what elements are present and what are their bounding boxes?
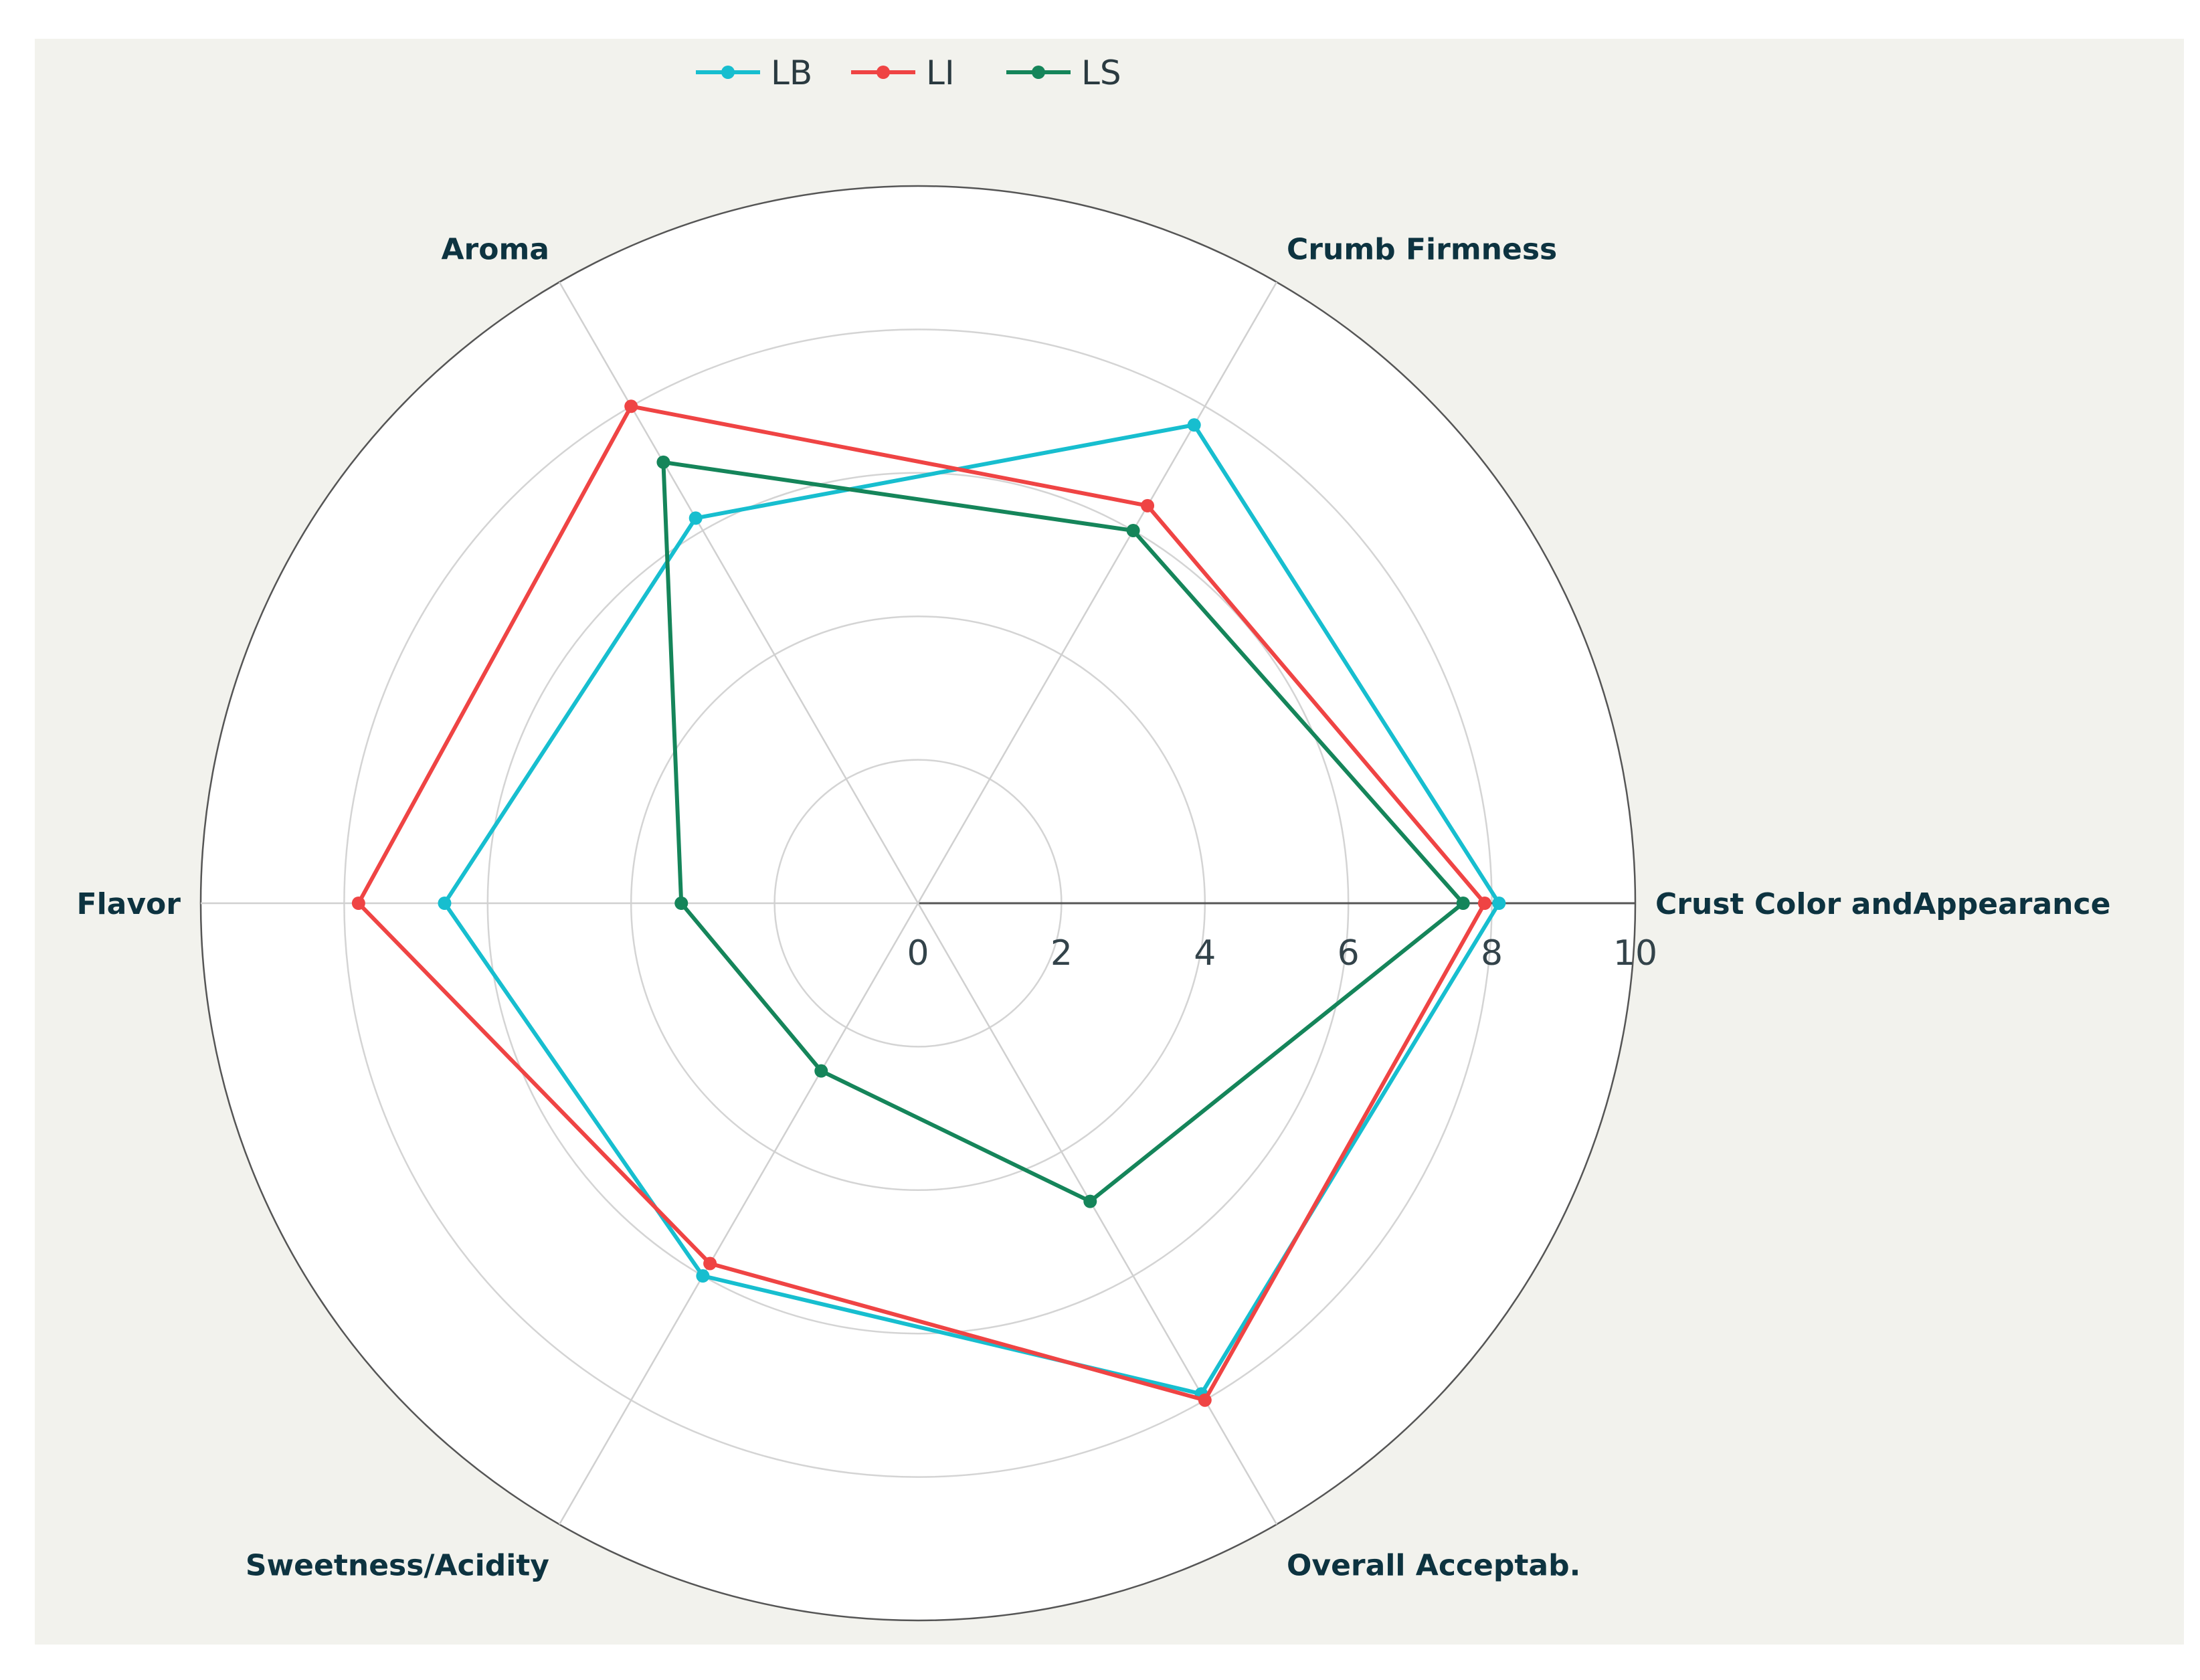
legend-label: LI xyxy=(926,54,955,92)
legend-item-ls[interactable]: LS xyxy=(1006,54,1121,92)
data-point-li xyxy=(1141,498,1155,512)
legend-swatch-marker xyxy=(721,66,735,79)
data-point-lb xyxy=(1187,418,1201,432)
tick-label: 2 xyxy=(1050,933,1073,973)
data-point-li xyxy=(624,399,638,413)
axis-spoke xyxy=(558,903,919,1525)
data-point-ls xyxy=(1083,1194,1097,1208)
data-point-lb xyxy=(438,897,452,910)
data-point-ls xyxy=(674,897,689,910)
axis-label: Overall Acceptab. xyxy=(1287,1548,1580,1582)
legend-swatch-marker xyxy=(877,66,890,79)
axis-label: Aroma xyxy=(441,233,549,267)
axis-label: Flavor xyxy=(77,887,181,921)
tick-label: 0 xyxy=(907,933,929,973)
tick-label: 6 xyxy=(1338,933,1360,973)
legend-item-li[interactable]: LI xyxy=(851,54,955,92)
tick-label: 10 xyxy=(1613,933,1657,973)
data-point-ls xyxy=(1456,897,1470,910)
axis-label: Sweetness/Acidity xyxy=(246,1548,549,1582)
legend-item-lb[interactable]: LB xyxy=(696,54,812,92)
data-point-li xyxy=(1477,897,1491,910)
data-point-ls xyxy=(656,455,670,469)
axis-label: Crust Color andAppearance xyxy=(1655,887,2110,921)
axis-spoke xyxy=(558,281,919,904)
data-point-lb xyxy=(696,1269,710,1283)
legend-label: LB xyxy=(771,54,812,92)
data-point-lb xyxy=(1492,897,1506,910)
data-point-li xyxy=(351,897,365,910)
axis-spoke xyxy=(917,903,1278,1525)
data-point-li xyxy=(1198,1393,1212,1407)
axis-label: Crumb Firmness xyxy=(1287,233,1557,267)
legend-label: LS xyxy=(1081,54,1121,92)
data-point-ls xyxy=(814,1064,828,1078)
tick-label: 4 xyxy=(1194,933,1216,973)
legend-swatch-marker xyxy=(1032,66,1045,79)
data-point-li xyxy=(703,1256,717,1271)
data-point-lb xyxy=(689,511,703,525)
data-point-ls xyxy=(1126,523,1140,537)
tick-label: 8 xyxy=(1481,933,1503,973)
axis-spoke xyxy=(917,281,1278,904)
